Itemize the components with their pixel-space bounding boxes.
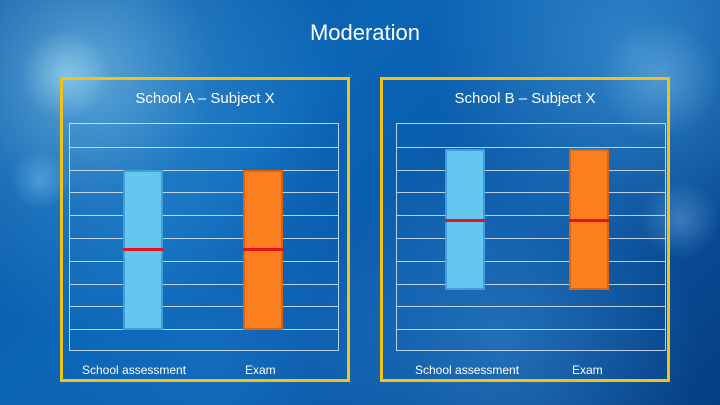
plot-area	[396, 123, 666, 351]
gridline	[397, 147, 665, 148]
school-assessment-median-line	[445, 219, 485, 222]
school-assessment-median-line	[123, 248, 163, 251]
gridline	[397, 215, 665, 216]
x-label-school-assessment: School assessment	[82, 363, 187, 377]
panel-title: School A – Subject X	[135, 90, 275, 107]
gridline	[397, 238, 665, 239]
gridline	[70, 147, 338, 148]
x-label-exam: Exam	[245, 363, 276, 377]
x-label-exam: Exam	[572, 363, 603, 377]
gridline	[397, 329, 665, 330]
panel-title: School B – Subject X	[454, 90, 596, 107]
gridline	[70, 284, 338, 285]
gridline	[397, 170, 665, 171]
gridline	[397, 261, 665, 262]
plot-area	[69, 123, 339, 351]
gridline	[70, 192, 338, 193]
panel-school-b: School B – Subject X School assessment E…	[380, 77, 670, 382]
exam-median-line	[243, 248, 283, 251]
gridline	[70, 306, 338, 307]
panel-school-a: School A – Subject X School assessment E…	[60, 77, 350, 382]
x-label-school-assessment: School assessment	[415, 363, 520, 377]
exam-median-line	[569, 219, 609, 222]
gridline	[70, 238, 338, 239]
gridline	[397, 284, 665, 285]
slide-title: Moderation	[309, 20, 421, 45]
gridline	[397, 192, 665, 193]
gridline	[70, 170, 338, 171]
gridline	[70, 261, 338, 262]
gridline	[70, 329, 338, 330]
gridline	[397, 306, 665, 307]
gridline	[70, 215, 338, 216]
